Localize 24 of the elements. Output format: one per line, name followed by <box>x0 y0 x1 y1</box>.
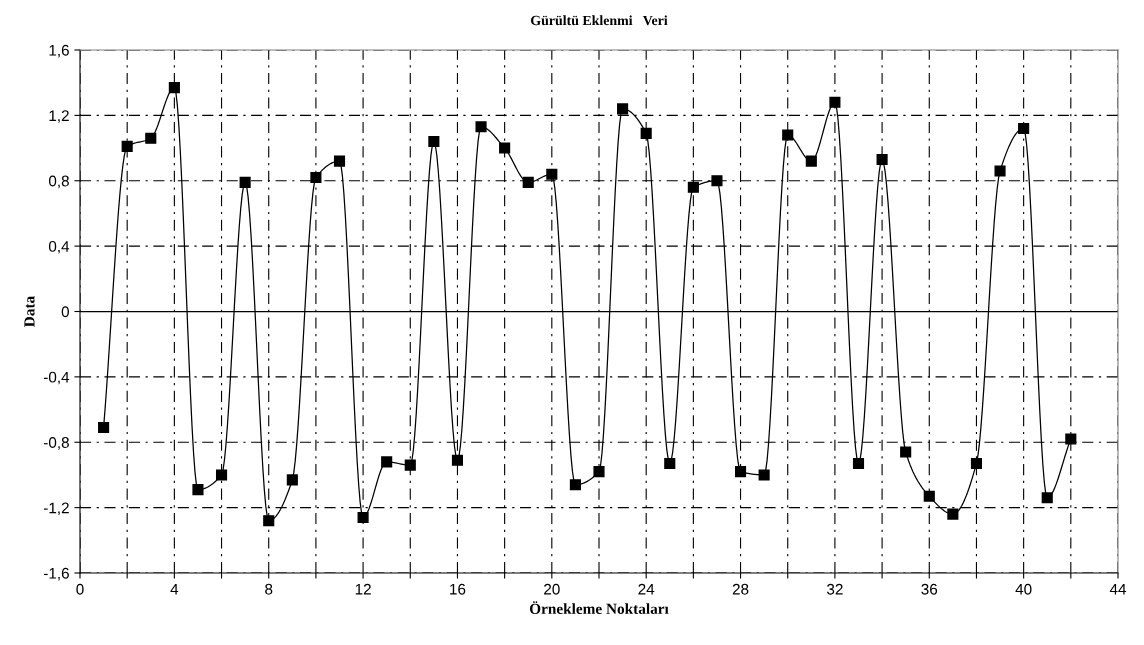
y-tick-label: 0 <box>61 306 69 318</box>
x-axis-title: Örnekleme Noktaları <box>529 601 669 614</box>
x-tick-label: 20 <box>544 583 560 595</box>
x-tick-label: 12 <box>355 583 371 595</box>
y-tick-label: -0,4 <box>43 371 70 385</box>
y-tick-label: 1,2 <box>49 110 69 123</box>
y-tick-label: -1,2 <box>43 502 69 516</box>
x-tick-label: 24 <box>638 583 655 595</box>
y-tick-label: -1,6 <box>43 567 69 581</box>
y-tick-label: 1,6 <box>49 44 69 58</box>
x-tick-label: 0 <box>76 583 84 595</box>
x-tick-label: 28 <box>732 583 749 595</box>
x-tick-label: 40 <box>1015 583 1032 595</box>
x-tick-label: 36 <box>921 583 938 595</box>
x-tick-label: 44 <box>1109 583 1127 595</box>
chart-title: Gürültü Eklenmi Veri <box>530 15 668 26</box>
x-tick-label: 16 <box>450 583 466 595</box>
x-tick-label: 8 <box>265 583 273 595</box>
y-tick-label: 0,8 <box>48 175 69 189</box>
y-axis-title: Data <box>24 296 35 327</box>
x-tick-label: 32 <box>827 583 843 595</box>
y-tick-label: 0,4 <box>48 240 70 254</box>
y-tick-label: -0,8 <box>43 437 69 450</box>
x-tick-label: 4 <box>170 583 179 595</box>
